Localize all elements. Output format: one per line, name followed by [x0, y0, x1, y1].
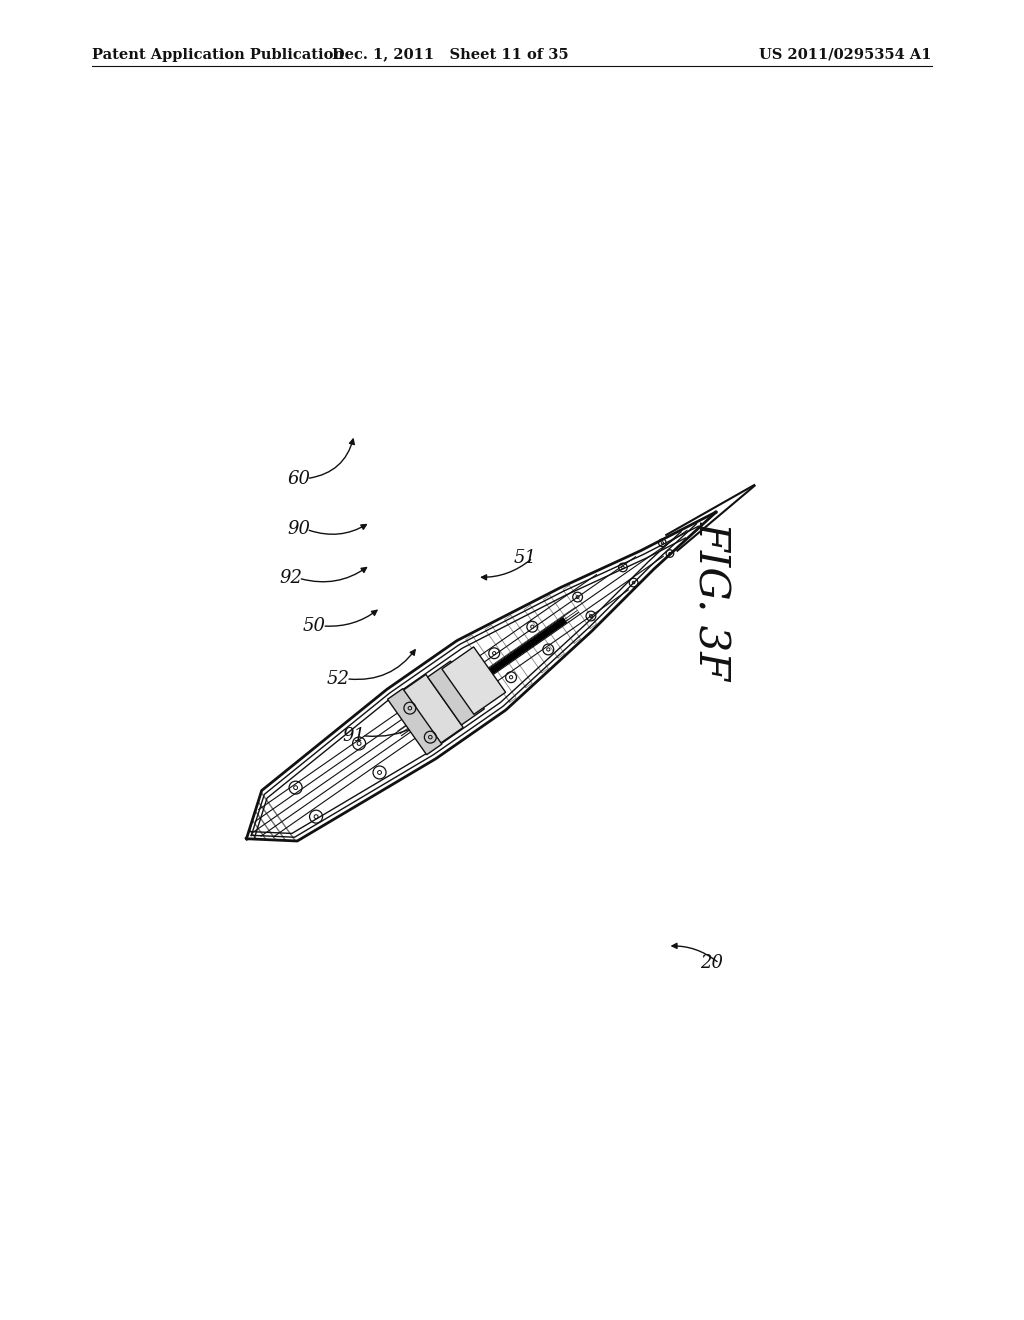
Text: Dec. 1, 2011   Sheet 11 of 35: Dec. 1, 2011 Sheet 11 of 35 [332, 48, 569, 62]
Text: US 2011/0295354 A1: US 2011/0295354 A1 [760, 48, 932, 62]
Text: 60: 60 [287, 470, 310, 487]
Text: 90: 90 [287, 520, 310, 539]
Text: 50: 50 [303, 616, 326, 635]
Text: Patent Application Publication: Patent Application Publication [92, 48, 344, 62]
Text: 92: 92 [280, 569, 302, 587]
Text: 20: 20 [699, 954, 723, 973]
Text: 91: 91 [343, 727, 366, 744]
Polygon shape [428, 661, 484, 725]
Text: FIG. 3F: FIG. 3F [690, 521, 732, 680]
Polygon shape [387, 689, 442, 755]
Text: 51: 51 [513, 549, 537, 566]
Polygon shape [398, 675, 463, 747]
Text: 52: 52 [327, 669, 350, 688]
Polygon shape [442, 647, 506, 714]
